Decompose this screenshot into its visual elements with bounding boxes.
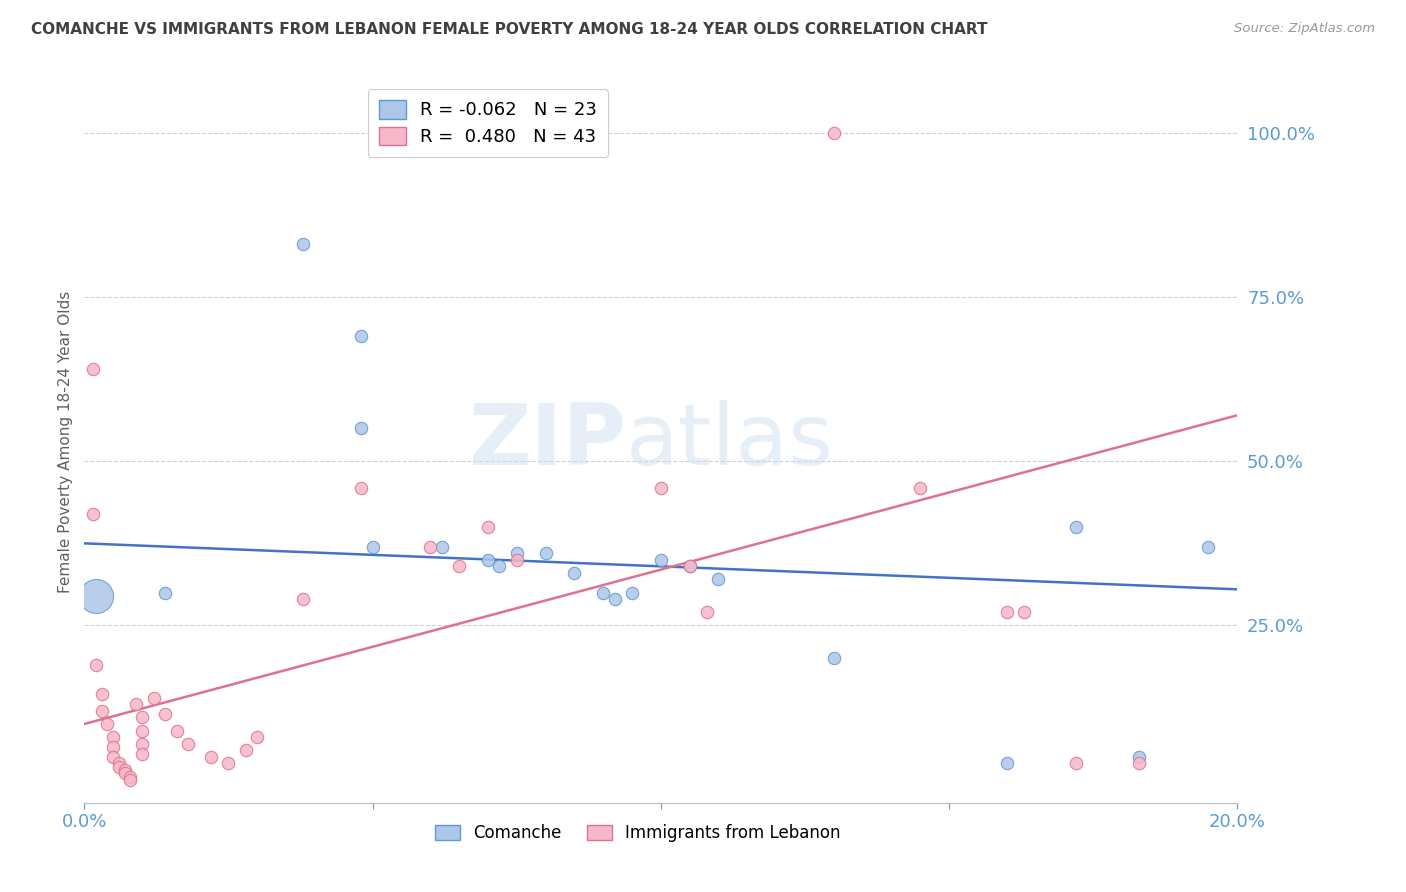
Point [96, 717, 118, 731]
Point [592, 585, 614, 599]
Point [1198, 540, 1220, 554]
Point [125, 698, 148, 712]
Point [90, 687, 112, 701]
Point [131, 737, 153, 751]
Point [696, 605, 718, 619]
Point [108, 756, 131, 771]
Point [292, 592, 315, 607]
Point [120, 772, 142, 787]
Point [82, 362, 104, 376]
Point [350, 481, 373, 495]
Point [449, 559, 471, 574]
Point [82, 507, 104, 521]
Point [114, 763, 136, 777]
Point [1128, 749, 1150, 764]
Point [1064, 520, 1087, 534]
Point [142, 690, 165, 705]
Point [534, 546, 557, 560]
Point [1128, 756, 1150, 771]
Y-axis label: Female Poverty Among 18-24 Year Olds: Female Poverty Among 18-24 Year Olds [58, 291, 73, 592]
Point [246, 730, 269, 744]
Point [995, 605, 1018, 619]
Point [200, 749, 222, 764]
Point [995, 756, 1018, 771]
Point [650, 481, 672, 495]
Point [131, 747, 153, 761]
Point [823, 651, 845, 665]
Point [361, 540, 384, 554]
Point [131, 723, 153, 738]
Point [350, 329, 373, 343]
Point [477, 520, 499, 534]
Point [103, 730, 124, 744]
Text: atlas: atlas [626, 400, 834, 483]
Point [103, 739, 124, 754]
Point [108, 760, 131, 774]
Point [120, 770, 142, 784]
Point [84, 589, 107, 603]
Point [235, 743, 257, 757]
Point [603, 592, 626, 607]
Point [650, 553, 672, 567]
Point [218, 756, 240, 771]
Point [679, 559, 702, 574]
Point [707, 573, 730, 587]
Point [910, 481, 932, 495]
Point [488, 559, 510, 574]
Text: ZIP: ZIP [468, 400, 626, 483]
Point [84, 657, 107, 672]
Point [430, 540, 453, 554]
Point [350, 421, 373, 435]
Point [419, 540, 441, 554]
Point [166, 723, 188, 738]
Point [1064, 756, 1087, 771]
Text: COMANCHE VS IMMIGRANTS FROM LEBANON FEMALE POVERTY AMONG 18-24 YEAR OLDS CORRELA: COMANCHE VS IMMIGRANTS FROM LEBANON FEMA… [31, 22, 987, 37]
Point [114, 766, 136, 780]
Point [103, 749, 124, 764]
Point [177, 737, 200, 751]
Point [292, 237, 315, 252]
Point [823, 126, 845, 140]
Point [506, 546, 529, 560]
Point [153, 585, 176, 599]
Text: Source: ZipAtlas.com: Source: ZipAtlas.com [1234, 22, 1375, 36]
Point [506, 553, 529, 567]
Point [564, 566, 586, 580]
Point [90, 704, 112, 718]
Legend: Comanche, Immigrants from Lebanon: Comanche, Immigrants from Lebanon [429, 817, 848, 848]
Point [131, 710, 153, 724]
Point [153, 707, 176, 722]
Point [1012, 605, 1035, 619]
Point [621, 585, 644, 599]
Point [477, 553, 499, 567]
Point [679, 559, 702, 574]
